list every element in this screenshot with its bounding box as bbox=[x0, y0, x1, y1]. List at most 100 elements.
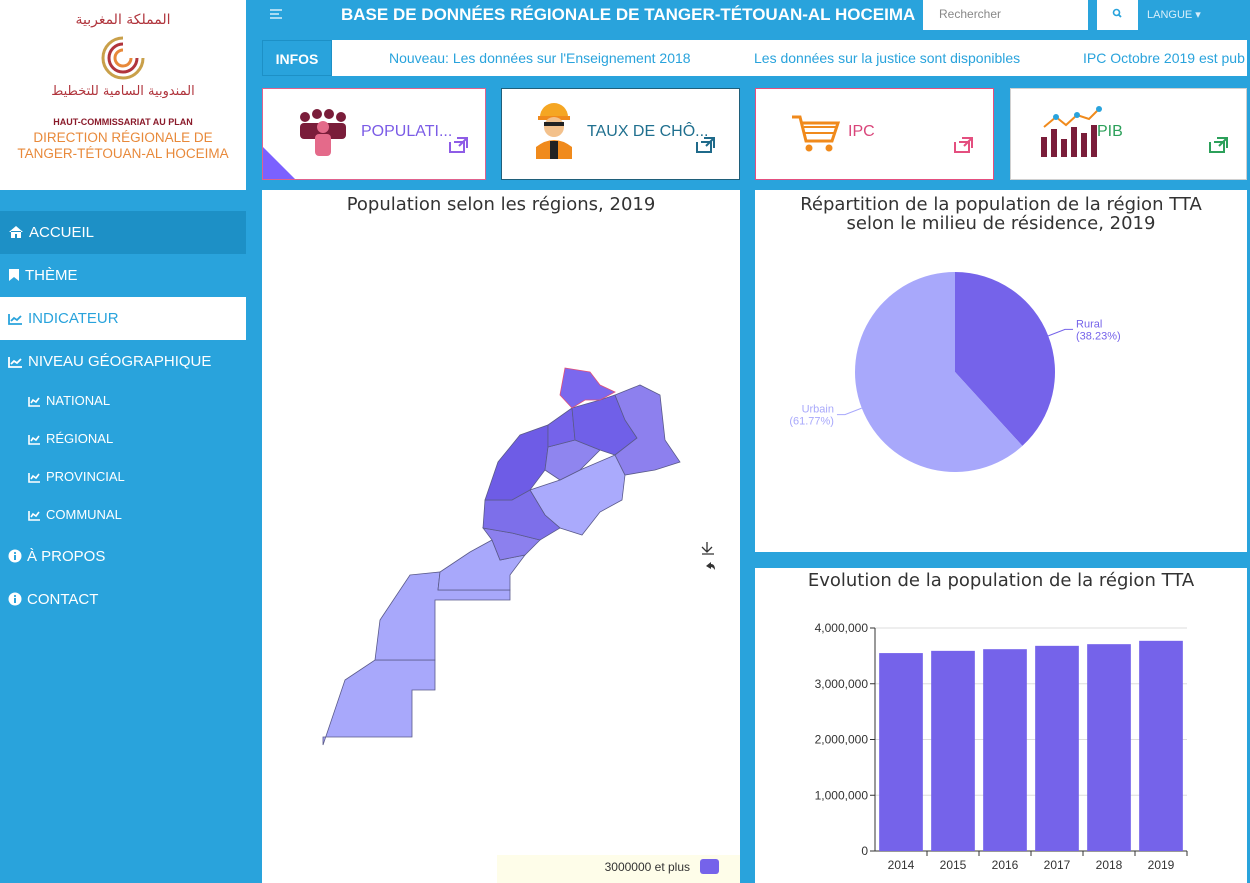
icon bbox=[28, 435, 40, 445]
submenu-item[interactable]: NATIONAL bbox=[0, 382, 246, 420]
pie-value-label: (38.23%) bbox=[1076, 330, 1121, 342]
menu-item[interactable]: À PROPOS bbox=[0, 535, 246, 578]
bar bbox=[1139, 640, 1183, 851]
leader-line bbox=[1048, 328, 1074, 337]
search-button[interactable] bbox=[1097, 0, 1138, 30]
menu-item[interactable]: NIVEAU GÉOGRAPHIQUE bbox=[0, 340, 246, 383]
ticker-label: INFOS bbox=[262, 40, 332, 76]
menu-label: CONTACT bbox=[27, 591, 99, 608]
language-menu[interactable]: LANGUE ▾ bbox=[1147, 9, 1201, 21]
icon bbox=[28, 473, 40, 483]
menu-item[interactable]: THÈME bbox=[0, 254, 246, 297]
y-tick-label: 4,000,000 bbox=[815, 621, 869, 635]
menu-toggle[interactable] bbox=[270, 9, 282, 19]
menu-item[interactable]: ACCUEIL bbox=[0, 211, 246, 254]
region[interactable] bbox=[322, 659, 436, 746]
card[interactable]: IPC bbox=[755, 88, 994, 180]
menu-label: INDICATEUR bbox=[28, 310, 119, 327]
bar-chart: 0 1,000,000 2,000,000 3,000,000 4,000,000 201… bbox=[815, 621, 1188, 872]
bar bbox=[983, 649, 1027, 851]
ticker-item[interactable]: Nouveau: Les données sur l'Enseignement … bbox=[389, 50, 691, 66]
reset-icon[interactable] bbox=[706, 562, 715, 570]
submenu-item[interactable]: COMMUNAL bbox=[0, 496, 246, 534]
logo-emblem bbox=[101, 36, 145, 80]
language-label: LANGUE bbox=[1147, 9, 1193, 21]
pie-value-label: (61.77%) bbox=[789, 416, 834, 428]
chart-title: Evolution de la population de la région … bbox=[807, 570, 1195, 591]
submenu-item[interactable]: RÉGIONAL bbox=[0, 420, 246, 458]
icon bbox=[9, 269, 19, 281]
region[interactable] bbox=[547, 407, 576, 448]
pie-slice bbox=[955, 272, 1055, 446]
menu-label: À PROPOS bbox=[27, 548, 106, 565]
map-panel: Population selon les régions, 2019 30000… bbox=[262, 190, 740, 883]
pie-slice bbox=[855, 272, 1023, 472]
y-tick-label: 2,000,000 bbox=[815, 733, 869, 747]
card[interactable]: POPULATI... bbox=[262, 88, 486, 180]
card-label: POPULATI... bbox=[361, 123, 453, 140]
logo-direction: DIRECTION RÉGIONALE DE bbox=[33, 130, 213, 145]
app-title: BASE DE DONNÉES RÉGIONALE DE TANGER-TÉTO… bbox=[341, 5, 916, 24]
menu-label: NIVEAU GÉOGRAPHIQUE bbox=[28, 353, 212, 370]
icon bbox=[28, 511, 40, 521]
ticker-item[interactable]: IPC Octobre 2019 est pub bbox=[1083, 50, 1245, 66]
submenu-item[interactable]: PROVINCIAL bbox=[0, 458, 246, 496]
icon bbox=[9, 226, 23, 238]
bar-panel: Evolution de la population de la région … bbox=[755, 568, 1247, 883]
logo-kingdom: المملكة المغربية bbox=[75, 12, 171, 28]
logo-agency-ar: المندوبية السامية للتخطيط bbox=[51, 84, 195, 99]
x-tick-label: 2016 bbox=[992, 858, 1019, 872]
icon bbox=[8, 314, 22, 325]
pie-label: Urbain bbox=[802, 404, 834, 416]
card-art bbox=[536, 103, 715, 159]
top-bar: BASE DE DONNÉES RÉGIONALE DE TANGER-TÉTO… bbox=[246, 0, 1250, 30]
sidebar: ACCUEIL THÈME INDICATEUR NIVEAU GÉOGRAPH… bbox=[0, 190, 246, 883]
menu-item[interactable]: CONTACT bbox=[0, 578, 246, 621]
bar bbox=[1035, 645, 1079, 851]
bar bbox=[931, 650, 975, 851]
chart-title: Répartition de la population de la régio… bbox=[800, 194, 1202, 234]
card-label: IPC bbox=[848, 123, 875, 140]
logo: المملكة المغربية المندوبية السامية للتخط… bbox=[0, 0, 246, 190]
x-tick-label: 2014 bbox=[888, 858, 915, 872]
submenu-label: RÉGIONAL bbox=[46, 431, 114, 446]
logo-agency: HAUT-COMMISSARIAT AU PLAN bbox=[53, 117, 193, 127]
icon bbox=[8, 592, 22, 606]
map: 3000000 et plus bbox=[322, 367, 740, 883]
submenu-label: PROVINCIAL bbox=[46, 469, 125, 484]
x-tick-label: 2019 bbox=[1148, 858, 1175, 872]
pie-panel: Répartition de la population de la régio… bbox=[755, 190, 1247, 552]
ticker-item[interactable]: Les données sur la justice sont disponib… bbox=[754, 50, 1021, 66]
legend-swatch bbox=[700, 859, 719, 874]
card[interactable]: PIB bbox=[1010, 88, 1247, 180]
ticker: Nouveau: Les données sur l'Enseignement … bbox=[262, 40, 1247, 76]
y-tick-label: 3,000,000 bbox=[815, 677, 869, 691]
download-icon[interactable] bbox=[701, 542, 714, 555]
y-tick-label: 0 bbox=[861, 844, 868, 858]
x-tick-label: 2017 bbox=[1044, 858, 1071, 872]
submenu-label: COMMUNAL bbox=[46, 507, 122, 522]
submenu-label: NATIONAL bbox=[46, 393, 111, 408]
bar bbox=[1087, 644, 1131, 851]
region[interactable] bbox=[614, 384, 681, 476]
card-label: TAUX DE CHÔ... bbox=[587, 123, 709, 140]
search-input[interactable]: Rechercher bbox=[923, 0, 1088, 30]
icon bbox=[28, 397, 40, 407]
card-label: PIB bbox=[1097, 123, 1123, 140]
bar bbox=[879, 653, 923, 851]
menu-label: THÈME bbox=[25, 267, 78, 284]
y-tick-label: 1,000,000 bbox=[815, 788, 869, 802]
menu-item[interactable]: INDICATEUR bbox=[0, 297, 246, 340]
legend-label: 3000000 et plus bbox=[605, 860, 690, 874]
icon bbox=[8, 549, 22, 563]
logo-direction: TANGER-TÉTOUAN-AL HOCEIMA bbox=[17, 146, 229, 161]
menu-label: ACCUEIL bbox=[29, 224, 95, 241]
card[interactable]: TAUX DE CHÔ... bbox=[501, 88, 740, 180]
card-art bbox=[792, 115, 973, 153]
legend-bg bbox=[497, 855, 740, 883]
region[interactable] bbox=[559, 367, 616, 409]
card-art bbox=[263, 109, 468, 179]
icon bbox=[1112, 8, 1122, 18]
